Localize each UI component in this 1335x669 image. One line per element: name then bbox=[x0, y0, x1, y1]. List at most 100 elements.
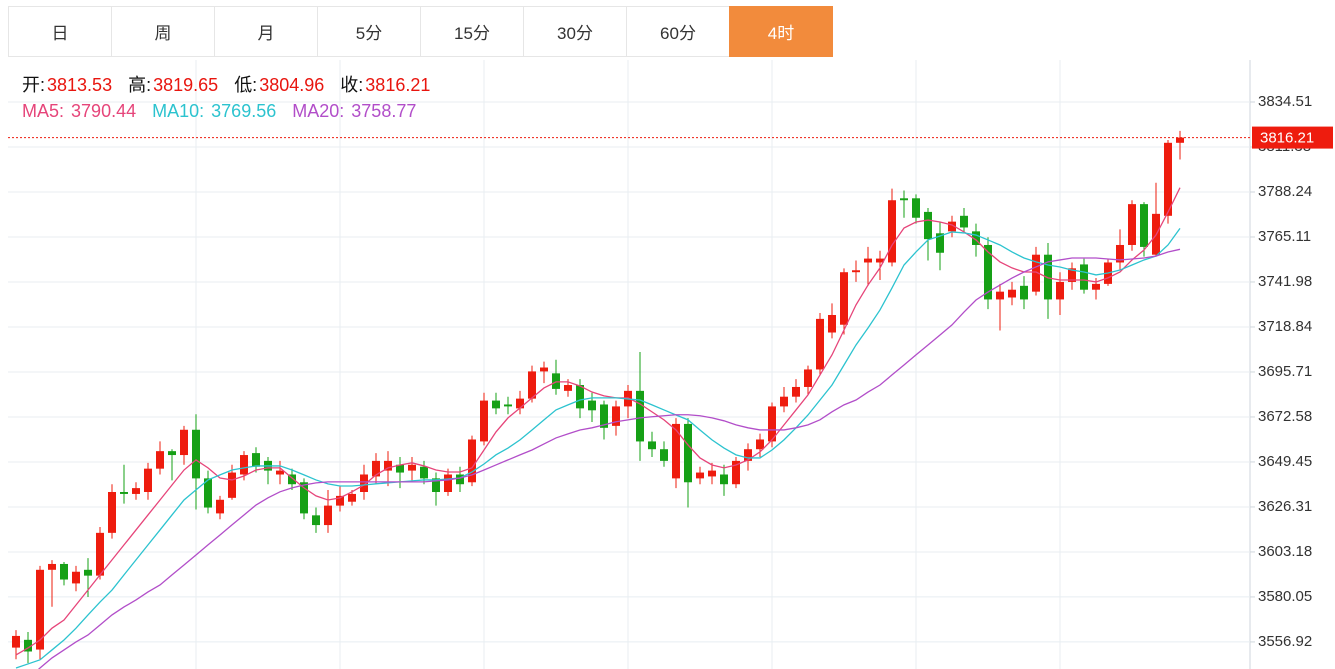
candle-body bbox=[912, 198, 920, 218]
candle-body bbox=[204, 478, 212, 508]
ohlc-item: 收: 3816.21 bbox=[340, 75, 432, 95]
period-tab[interactable]: 60分 bbox=[626, 6, 730, 57]
candle-body bbox=[732, 460, 740, 485]
period-tab[interactable]: 4时 bbox=[729, 6, 833, 57]
candle-body bbox=[720, 474, 728, 485]
candle-body bbox=[528, 371, 536, 399]
candle-body bbox=[12, 635, 20, 648]
candle-body bbox=[408, 464, 416, 471]
candle-body bbox=[216, 499, 224, 514]
y-tick-label: 3695.71 bbox=[1258, 363, 1312, 380]
candle-body bbox=[612, 406, 620, 426]
candle-body bbox=[468, 439, 476, 483]
y-tick-label: 3556.92 bbox=[1258, 633, 1312, 650]
last-price-tag bbox=[1252, 126, 1333, 149]
candle-body bbox=[540, 367, 548, 372]
candle-body bbox=[492, 400, 500, 409]
ohlc-item: 低: 3804.96 bbox=[234, 75, 326, 95]
candle-body bbox=[864, 258, 872, 263]
y-tick-label: 3626.31 bbox=[1258, 498, 1312, 515]
candle-body bbox=[480, 400, 488, 442]
y-tick-label: 3741.98 bbox=[1258, 273, 1312, 290]
candle-body bbox=[1164, 142, 1172, 216]
candle-body bbox=[48, 563, 56, 570]
candle-body bbox=[888, 200, 896, 263]
ma-name: MA20: bbox=[292, 101, 345, 121]
period-tab[interactable]: 30分 bbox=[523, 6, 627, 57]
candle-body bbox=[444, 474, 452, 492]
candle-body bbox=[384, 460, 392, 471]
candle-body bbox=[924, 211, 932, 240]
candle-body bbox=[840, 272, 848, 325]
candle-body bbox=[972, 231, 980, 245]
candle-body bbox=[756, 439, 764, 450]
ohlc-item: 开: 3813.53 bbox=[22, 75, 114, 95]
candle-body bbox=[396, 464, 404, 473]
candle-body bbox=[960, 215, 968, 228]
period-tabs: 日周月 5分 15分 30分 60分 4时 bbox=[8, 6, 833, 57]
candle-body bbox=[1176, 137, 1184, 143]
candle-body bbox=[348, 493, 356, 502]
candle-body bbox=[456, 474, 464, 485]
y-tick-label: 3788.24 bbox=[1258, 183, 1312, 200]
candle-body bbox=[336, 495, 344, 506]
candle-body bbox=[672, 423, 680, 479]
candle-body bbox=[984, 244, 992, 300]
candle-body bbox=[144, 468, 152, 492]
candle-body bbox=[276, 470, 284, 475]
candle-body bbox=[180, 429, 188, 456]
candle-body bbox=[504, 404, 512, 407]
candle-body bbox=[156, 451, 164, 469]
candle-body bbox=[1008, 289, 1016, 298]
candle-body bbox=[1116, 244, 1124, 263]
candle-body bbox=[552, 373, 560, 389]
last-price-label: 3816.21 bbox=[1260, 130, 1314, 147]
candle-body bbox=[936, 233, 944, 253]
candle-body bbox=[780, 396, 788, 407]
candle-body bbox=[132, 488, 140, 494]
candle-body bbox=[588, 400, 596, 411]
ohlc-label: 高: bbox=[128, 75, 152, 95]
ohlc-label: 低: bbox=[234, 75, 258, 95]
candle-body bbox=[300, 482, 308, 514]
candle-body bbox=[636, 390, 644, 442]
ohlc-label: 收: bbox=[340, 75, 364, 95]
period-tab[interactable]: 周 bbox=[111, 6, 215, 57]
ma-row: MA5: 3790.44 MA10: 3769.56 MA20: 3758.77 bbox=[22, 98, 446, 124]
ma-line bbox=[15, 227, 1181, 669]
ohlc-value: 3819.65 bbox=[153, 75, 219, 95]
candle-body bbox=[360, 474, 368, 492]
candle-body bbox=[996, 291, 1004, 300]
y-tick-label: 3672.58 bbox=[1258, 408, 1312, 425]
candle-body bbox=[600, 404, 608, 428]
ohlc-label: 开: bbox=[22, 75, 46, 95]
period-tab[interactable]: 5分 bbox=[317, 6, 421, 57]
candle-body bbox=[1128, 204, 1136, 245]
ohlc-value: 3813.53 bbox=[47, 75, 113, 95]
candle-body bbox=[744, 449, 752, 461]
candle-body bbox=[1032, 254, 1040, 292]
candle-body bbox=[708, 470, 716, 477]
candle-body bbox=[252, 453, 260, 467]
ma-item: MA10: 3769.56 bbox=[152, 101, 278, 121]
ma-item: MA20: 3758.77 bbox=[292, 101, 418, 121]
candle-body bbox=[60, 563, 68, 580]
candle-body bbox=[564, 385, 572, 391]
candle-body bbox=[312, 515, 320, 526]
legend: 开: 3813.53 高: 3819.65 低: 3804.96 收: 3816.21 MA5… bbox=[22, 72, 446, 124]
candle-body bbox=[696, 472, 704, 479]
period-tab[interactable]: 月 bbox=[214, 6, 318, 57]
candle-body bbox=[792, 386, 800, 397]
y-tick-label: 3718.84 bbox=[1258, 318, 1312, 335]
candle-body bbox=[1020, 285, 1028, 300]
candle-body bbox=[192, 429, 200, 479]
candle-body bbox=[648, 441, 656, 450]
y-tick-label: 3603.18 bbox=[1258, 543, 1312, 560]
candle-body bbox=[660, 449, 668, 461]
period-tab[interactable]: 15分 bbox=[420, 6, 524, 57]
ma-value: 3769.56 bbox=[211, 101, 277, 121]
period-tab[interactable]: 日 bbox=[8, 6, 112, 57]
ma-item: MA5: 3790.44 bbox=[22, 101, 138, 121]
